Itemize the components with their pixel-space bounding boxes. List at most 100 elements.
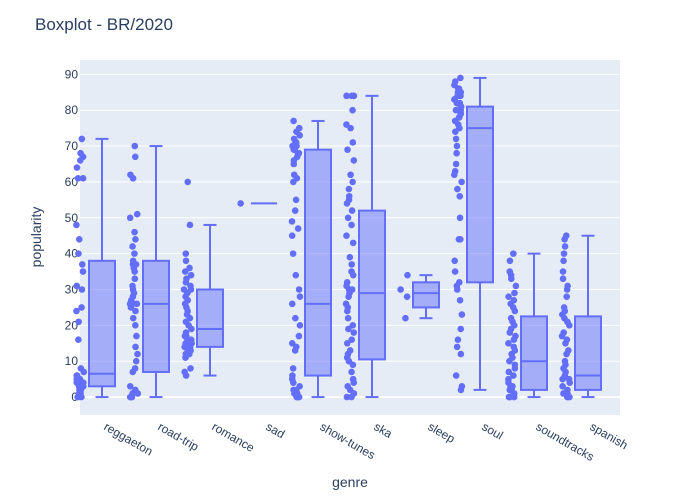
data-point <box>132 357 140 365</box>
data-point <box>129 314 137 322</box>
y-tick-label: 90 <box>65 67 79 81</box>
data-point <box>404 271 411 279</box>
data-point <box>79 175 87 182</box>
data-point <box>79 268 87 275</box>
data-point <box>453 149 460 157</box>
data-point <box>506 357 513 365</box>
box-body[interactable] <box>304 148 332 377</box>
x-axis-title: genre <box>332 474 368 490</box>
data-point <box>343 393 351 401</box>
data-point <box>348 261 356 268</box>
data-point <box>132 307 139 315</box>
data-point <box>349 322 357 329</box>
box-soundtracks[interactable] <box>505 250 548 401</box>
data-point <box>453 286 461 293</box>
box-romance[interactable] <box>180 178 224 379</box>
data-point <box>344 146 351 153</box>
data-point <box>292 314 299 322</box>
data-point <box>566 379 574 387</box>
data-point <box>562 339 569 347</box>
data-point <box>289 365 297 372</box>
box-body[interactable] <box>574 315 602 391</box>
data-point <box>73 282 81 290</box>
data-point <box>349 271 357 279</box>
data-point <box>295 393 303 401</box>
data-point <box>292 271 300 279</box>
box-show-tunes[interactable] <box>288 117 332 401</box>
box-spanish[interactable] <box>558 232 602 401</box>
data-point <box>348 368 355 376</box>
data-point <box>456 296 464 304</box>
data-point <box>288 218 296 225</box>
data-point <box>347 124 354 132</box>
data-point <box>348 92 356 100</box>
data-point <box>453 343 461 351</box>
data-point <box>558 332 566 340</box>
data-point <box>75 250 82 257</box>
box-body[interactable] <box>520 315 548 391</box>
data-point <box>563 350 570 358</box>
y-axis-ticks: 0102030405060708090 <box>65 67 79 404</box>
box-sleep[interactable] <box>397 271 440 322</box>
data-point <box>294 225 302 232</box>
data-point <box>505 293 512 300</box>
data-point <box>511 289 518 297</box>
data-point <box>344 314 352 322</box>
data-point <box>132 343 139 351</box>
data-point <box>566 393 573 401</box>
box-road-trip[interactable] <box>126 142 170 401</box>
data-point <box>182 354 189 361</box>
data-point <box>561 235 568 243</box>
data-point <box>505 368 513 376</box>
box-body[interactable] <box>196 288 224 348</box>
y-tick-label: 80 <box>65 103 79 117</box>
data-point <box>507 275 515 283</box>
box-body[interactable] <box>466 105 494 284</box>
box-body[interactable] <box>358 209 386 361</box>
y-tick-label: 70 <box>65 139 79 153</box>
data-point <box>349 106 356 114</box>
data-point <box>131 228 138 236</box>
data-point <box>129 368 137 376</box>
data-point <box>296 132 304 139</box>
box-body[interactable] <box>142 259 170 373</box>
box-body[interactable] <box>412 281 440 309</box>
box-sad[interactable] <box>237 200 277 207</box>
data-point <box>457 350 465 358</box>
data-point <box>74 175 82 182</box>
data-point <box>132 235 139 243</box>
data-point <box>134 390 142 397</box>
data-point <box>345 325 352 333</box>
data-point <box>453 142 461 150</box>
box-body[interactable] <box>88 259 116 388</box>
box-reggaeton[interactable] <box>73 135 116 401</box>
data-point <box>78 135 86 143</box>
data-point <box>290 379 297 387</box>
data-point <box>343 200 351 207</box>
data-point <box>505 339 512 347</box>
data-point <box>454 336 462 343</box>
data-point <box>397 286 404 293</box>
chart-title: Boxplot - BR/2020 <box>35 15 173 34</box>
data-point <box>75 336 82 343</box>
data-point <box>288 300 296 308</box>
data-point <box>288 232 296 240</box>
data-point <box>290 178 297 186</box>
data-point <box>296 293 304 300</box>
data-point <box>188 325 195 333</box>
y-tick-label: 50 <box>65 211 79 225</box>
data-point <box>350 329 358 336</box>
box-series[interactable] <box>73 74 602 401</box>
data-point <box>73 164 81 171</box>
data-point <box>457 235 464 243</box>
data-point <box>343 339 351 347</box>
box-ska[interactable] <box>342 92 386 401</box>
y-axis-title: popularity <box>28 207 44 268</box>
box-soul[interactable] <box>451 74 494 394</box>
data-point <box>349 361 357 369</box>
data-point <box>348 221 355 229</box>
data-point <box>131 153 139 161</box>
data-point <box>458 178 465 186</box>
data-point <box>343 232 350 240</box>
